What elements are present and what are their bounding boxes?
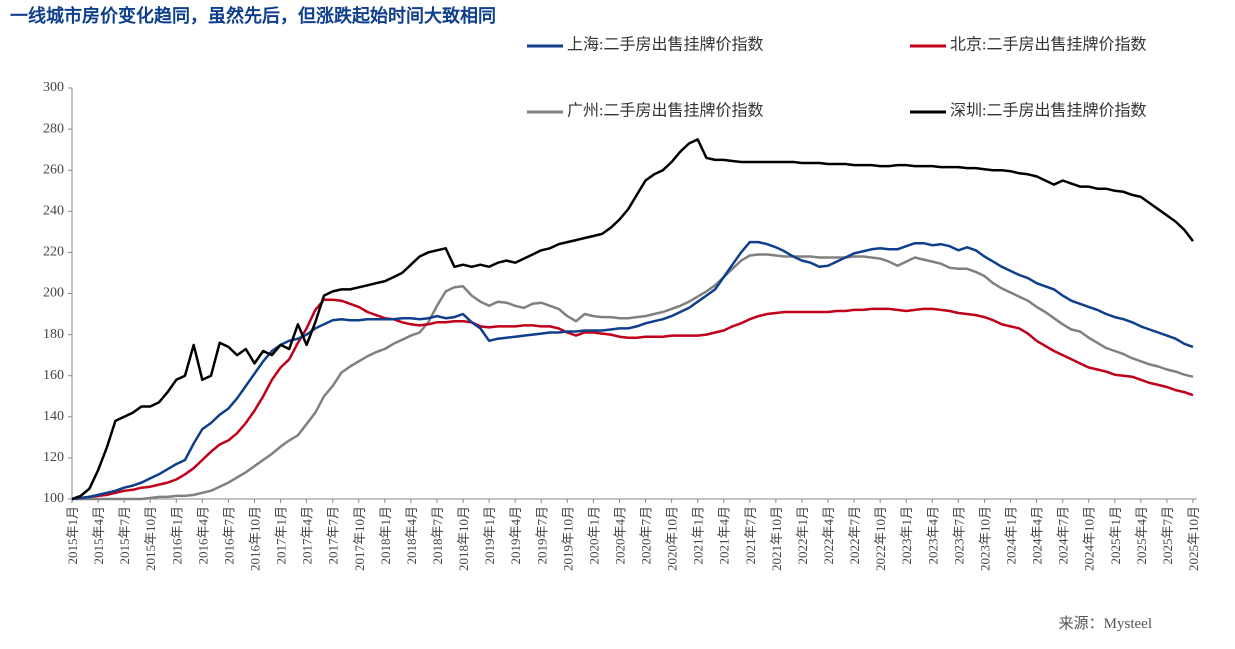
x-tick-label: 2025年7月 (1160, 506, 1175, 565)
x-tick-label: 2018年10月 (456, 506, 471, 571)
x-tick-label: 2024年7月 (1056, 506, 1071, 565)
y-tick-label: 180 (43, 327, 64, 342)
x-tick-label: 2017年1月 (274, 506, 289, 565)
legend-label: 北京:二手房出售挂牌价指数 (950, 36, 1146, 54)
x-tick-label: 2024年1月 (1004, 506, 1019, 565)
x-tick-label: 2018年4月 (404, 506, 419, 565)
y-tick-label: 120 (43, 450, 64, 465)
x-tick-label: 2016年10月 (247, 506, 262, 571)
x-tick-label: 2016年7月 (221, 506, 236, 565)
x-tick-label: 2020年7月 (639, 506, 654, 565)
x-tick-label: 2017年4月 (300, 506, 315, 565)
x-tick-label: 2015年4月 (91, 506, 106, 565)
x-tick-label: 2015年1月 (65, 506, 80, 565)
series-line (71, 298, 1194, 501)
source: 来源：Mysteel (1059, 615, 1152, 632)
y-tick-label: 260 (43, 162, 64, 177)
series-line (72, 253, 1194, 501)
x-tick-label: 2020年10月 (665, 506, 680, 571)
x-tick-label: 2020年4月 (612, 506, 627, 565)
x-tick-label: 2025年1月 (1108, 506, 1123, 565)
x-tick-label: 2019年1月 (482, 506, 497, 565)
x-tick-label: 2023年4月 (925, 506, 940, 565)
y-tick-label: 160 (43, 368, 64, 383)
x-tick-label: 2015年10月 (143, 506, 158, 571)
y-tick-label: 220 (43, 245, 64, 260)
x-tick-label: 2019年10月 (560, 506, 575, 571)
x-tick-label: 2021年7月 (743, 506, 758, 565)
x-tick-label: 2022年10月 (873, 506, 888, 571)
x-tick-label: 2016年4月 (195, 506, 210, 565)
x-tick-label: 2024年4月 (1030, 506, 1045, 565)
legend-label: 广州:二手房出售挂牌价指数 (567, 102, 763, 120)
x-tick-label: 2023年7月 (951, 506, 966, 565)
x-tick-label: 2018年7月 (430, 506, 445, 565)
x-tick-label: 2017年10月 (352, 506, 367, 571)
x-tick-label: 2023年10月 (977, 506, 992, 571)
y-tick-label: 140 (43, 409, 64, 424)
x-tick-label: 2015年7月 (117, 506, 132, 565)
x-tick-label: 2024年10月 (1082, 506, 1097, 571)
x-tick-label: 2021年1月 (691, 506, 706, 565)
x-tick-label: 2025年10月 (1186, 506, 1201, 571)
legend-label: 上海:二手房出售挂牌价指数 (567, 36, 763, 54)
x-tick-label: 2021年4月 (717, 506, 732, 565)
x-tick-label: 2019年7月 (534, 506, 549, 565)
x-tick-label: 2019年4月 (508, 506, 523, 565)
y-tick-label: 100 (43, 491, 64, 506)
x-tick-label: 2018年1月 (378, 506, 393, 565)
y-tick-label: 300 (43, 80, 64, 95)
x-tick-label: 2021年10月 (769, 506, 784, 571)
y-tick-label: 240 (43, 204, 64, 219)
x-tick-label: 2020年1月 (586, 506, 601, 565)
y-tick-label: 280 (43, 121, 64, 136)
x-tick-label: 2016年1月 (169, 506, 184, 565)
x-tick-label: 2017年7月 (326, 506, 341, 565)
legend-label: 深圳:二手房出售挂牌价指数 (950, 102, 1146, 120)
x-tick-label: 2022年4月 (821, 506, 836, 565)
x-tick-label: 2025年4月 (1134, 506, 1149, 565)
series-line (71, 138, 1194, 501)
chart-title: 一线城市房价变化趋同，虽然先后，但涨跌起始时间大致相同 (10, 5, 496, 26)
y-tick-label: 200 (43, 286, 64, 301)
x-tick-label: 2022年7月 (847, 506, 862, 565)
series-line (71, 240, 1194, 501)
x-tick-label: 2022年1月 (795, 506, 810, 565)
x-tick-label: 2023年1月 (899, 506, 914, 565)
